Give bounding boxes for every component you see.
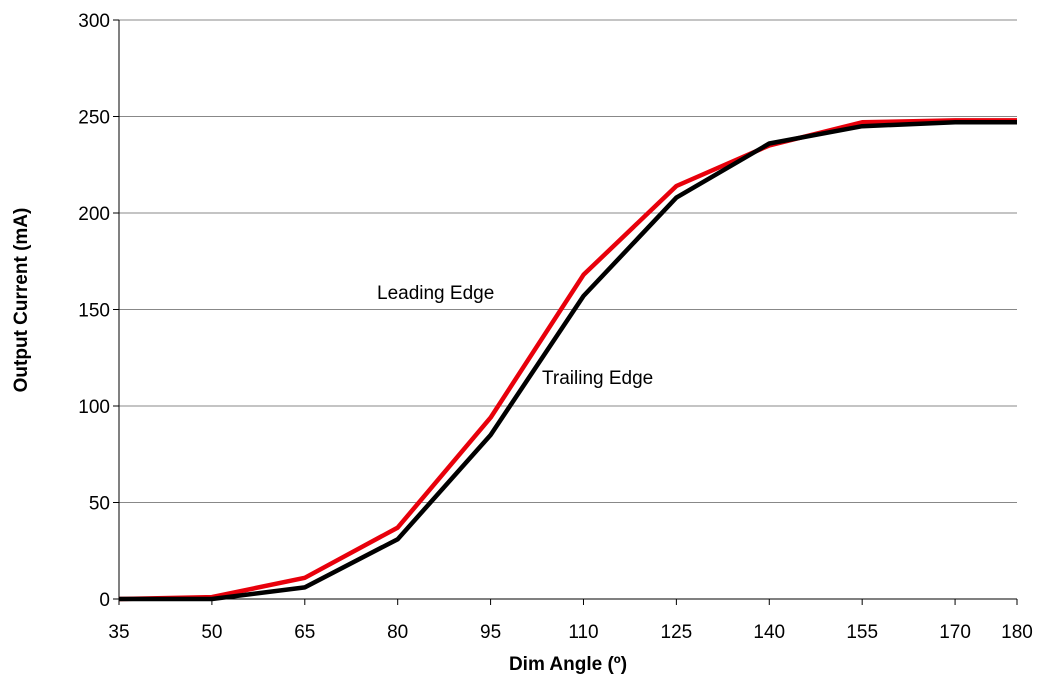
y-tick-labels: 0 50 100 150 200 250 300 — [78, 11, 119, 611]
series-line-leading-edge — [118, 118, 1017, 602]
x-axis-title: Dim Angle (º) — [509, 654, 627, 675]
series-label-trailing-edge: Trailing Edge — [542, 368, 653, 389]
series-line-trailing-edge — [119, 120, 1017, 602]
y-tick-label-50: 50 — [89, 494, 110, 515]
x-tick-label-180: 180 — [1001, 622, 1033, 643]
x-tick-label-140: 140 — [753, 622, 785, 643]
y-tick-label-300: 300 — [78, 11, 110, 32]
x-tick-label-65: 65 — [294, 622, 315, 643]
gridlines — [119, 19, 1017, 503]
x-tick-label-125: 125 — [661, 622, 693, 643]
y-tick-label-200: 200 — [78, 204, 110, 225]
x-tick-label-95: 95 — [480, 622, 501, 643]
x-tick-labels: 35 50 65 80 95 110 125 140 155 170 180 — [108, 599, 1033, 643]
x-tick-label-170: 170 — [939, 622, 971, 643]
x-tick-label-50: 50 — [201, 622, 222, 643]
x-tick-label-35: 35 — [108, 622, 129, 643]
x-tick-label-80: 80 — [387, 622, 408, 643]
y-tick-label-0: 0 — [99, 590, 110, 611]
x-tick-label-110: 110 — [568, 622, 598, 643]
y-tick-label-150: 150 — [78, 301, 110, 322]
series-lines — [118, 118, 1017, 602]
x-tick-label-155: 155 — [846, 622, 878, 643]
y-tick-label-100: 100 — [78, 397, 110, 418]
y-tick-label-250: 250 — [78, 108, 110, 129]
series-label-leading-edge: Leading Edge — [377, 283, 494, 304]
y-axis-title: Output Current (mA) — [11, 208, 32, 393]
